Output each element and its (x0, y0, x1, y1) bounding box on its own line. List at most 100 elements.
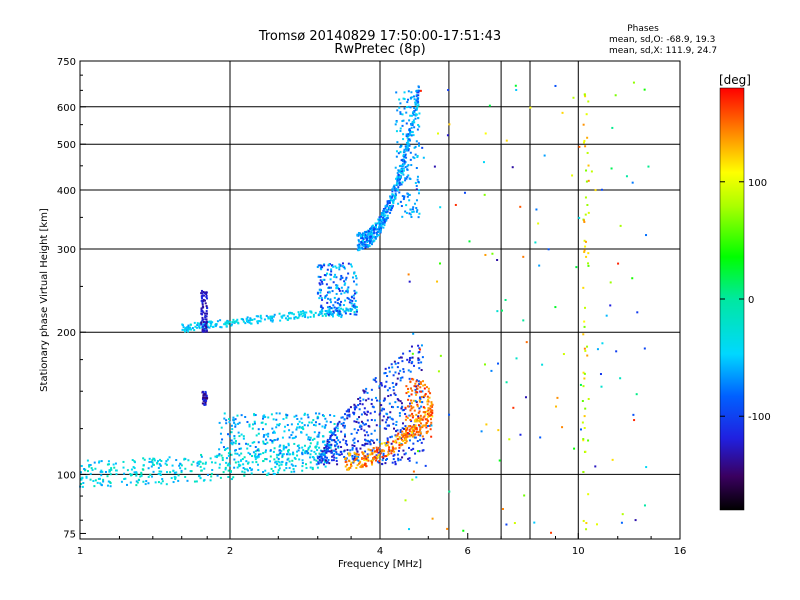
scatter-point (402, 159, 405, 162)
scatter-point (374, 237, 377, 240)
scatter-point (319, 454, 322, 457)
scatter-point (365, 456, 368, 459)
scatter-point (303, 311, 306, 314)
scatter-point (362, 398, 365, 401)
scatter-point (415, 207, 418, 210)
scatter-point (308, 421, 311, 424)
scatter-point (326, 438, 329, 441)
scatter-point (368, 425, 371, 428)
scatter-point (362, 452, 365, 455)
scatter-point (398, 356, 401, 359)
scatter-point (351, 444, 354, 447)
scatter-point (414, 452, 417, 455)
scatter-point (584, 407, 587, 410)
scatter-point (351, 447, 354, 450)
scatter-point (368, 238, 371, 241)
scatter-point (196, 324, 199, 327)
scatter-point (399, 369, 402, 372)
scatter-point (160, 459, 163, 462)
scatter-point (143, 458, 146, 461)
scatter-point (368, 241, 371, 244)
scatter-point (86, 459, 89, 462)
scatter-point (94, 479, 97, 482)
scatter-point (431, 405, 434, 408)
scatter-point (631, 181, 634, 184)
scatter-point (293, 415, 296, 418)
scatter-point (359, 247, 362, 250)
scatter-point (408, 138, 411, 141)
scatter-point (328, 431, 331, 434)
scatter-point (430, 421, 433, 424)
scatter-point (386, 214, 389, 217)
scatter-point (348, 413, 351, 416)
scatter-point (225, 457, 228, 460)
scatter-point (375, 228, 378, 231)
scatter-point (351, 455, 354, 458)
scatter-point (408, 128, 411, 131)
x-tick-label: 4 (377, 546, 383, 557)
scatter-point (401, 360, 404, 363)
scatter-point (204, 302, 207, 305)
scatter-point (364, 246, 367, 249)
scatter-point (413, 385, 416, 388)
scatter-point (304, 452, 307, 455)
scatter-point (269, 439, 272, 442)
scatter-point (338, 310, 341, 313)
scatter-point (257, 441, 260, 444)
scatter-point (401, 443, 404, 446)
scatter-point (366, 391, 369, 394)
scatter-point (353, 289, 356, 292)
scatter-point (415, 461, 418, 464)
scatter-point (414, 101, 417, 104)
scatter-point (417, 100, 420, 103)
scatter-point (400, 407, 403, 410)
scatter-point (430, 424, 433, 427)
scatter-point (320, 305, 323, 308)
scatter-point (227, 454, 230, 457)
scatter-point (402, 163, 405, 166)
scatter-point (270, 413, 273, 416)
scatter-point (157, 472, 160, 475)
scatter-point (164, 462, 167, 465)
scatter-point (276, 423, 279, 426)
scatter-point (216, 474, 219, 477)
scatter-point (371, 452, 374, 455)
scatter-point (346, 448, 349, 451)
scatter-point (290, 423, 293, 426)
scatter-point (326, 460, 329, 463)
scatter-point (634, 519, 637, 522)
scatter-point (418, 351, 421, 354)
scatter-point (396, 434, 399, 437)
scatter-point (154, 481, 157, 484)
scatter-point (329, 450, 332, 453)
scatter-point (223, 417, 226, 420)
scatter-point (225, 320, 228, 323)
scatter-point (582, 438, 585, 441)
scatter-point (336, 299, 339, 302)
scatter-point (416, 209, 419, 212)
scatter-point (328, 305, 331, 308)
scatter-point (342, 308, 345, 311)
y-tick-label: 750 (57, 57, 76, 68)
scatter-point (90, 467, 93, 470)
scatter-point (414, 390, 417, 393)
scatter-point (322, 452, 325, 455)
scatter-point (319, 461, 322, 464)
scatter-point (415, 427, 418, 430)
scatter-point (389, 411, 392, 414)
scatter-point (226, 433, 229, 436)
scatter-point (173, 471, 176, 474)
scatter-point (201, 316, 204, 319)
scatter-point (405, 141, 408, 144)
scatter-point (139, 475, 142, 478)
scatter-point (378, 220, 381, 223)
scatter-point (319, 291, 322, 294)
scatter-point (140, 474, 143, 477)
scatter-point (411, 124, 414, 127)
scatter-point (107, 463, 110, 466)
scatter-point (242, 463, 245, 466)
scatter-point (386, 210, 389, 213)
scatter-point (204, 403, 207, 406)
scatter-point (172, 481, 175, 484)
scatter-point (361, 444, 364, 447)
